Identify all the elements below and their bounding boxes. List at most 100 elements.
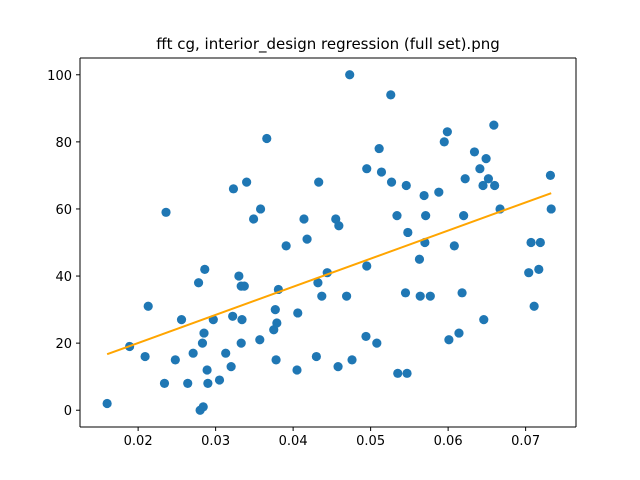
data-point (434, 187, 444, 197)
data-point (183, 378, 193, 388)
data-point (255, 204, 266, 214)
x-axis-ticks: 0.02 0.03 0.04 0.05 0.06 0.07 (124, 427, 540, 449)
x-tick-label: 0.07 (511, 434, 540, 449)
data-point (292, 365, 302, 375)
data-point (489, 120, 499, 130)
data-point (333, 362, 343, 372)
data-point (449, 241, 459, 251)
data-point (481, 154, 491, 164)
data-point (272, 318, 282, 328)
data-point (228, 184, 239, 194)
data-point (228, 311, 238, 321)
regression-line (106, 192, 552, 356)
data-point (347, 355, 357, 365)
data-point (293, 308, 303, 318)
data-point (402, 368, 412, 378)
data-point (313, 278, 323, 288)
data-point (102, 398, 112, 409)
data-point (317, 291, 327, 301)
data-point (524, 268, 534, 278)
data-point (345, 70, 355, 80)
data-point (546, 204, 556, 214)
x-tick-label: 0.06 (434, 434, 463, 449)
data-point (202, 365, 212, 375)
y-tick-label: 0 (64, 404, 72, 419)
data-point (200, 264, 210, 274)
data-point (226, 362, 236, 372)
data-point (203, 378, 213, 388)
data-point (193, 278, 204, 288)
data-point (419, 190, 429, 201)
data-point (176, 315, 187, 325)
data-point (401, 180, 411, 191)
data-point (237, 315, 247, 325)
data-point (362, 261, 372, 271)
data-point (159, 378, 170, 388)
data-point (459, 211, 469, 221)
data-point (334, 221, 344, 231)
data-point (425, 291, 435, 301)
data-point (249, 214, 259, 224)
data-point (454, 328, 464, 338)
data-point (442, 127, 452, 137)
data-point (143, 301, 153, 311)
data-point (239, 281, 249, 291)
data-point (361, 331, 371, 342)
data-point (479, 315, 489, 325)
y-axis-ticks: 0 20 40 60 80 100 (47, 69, 80, 419)
data-point (392, 211, 402, 221)
y-tick-label: 80 (55, 136, 72, 151)
data-point (299, 214, 309, 224)
data-point (342, 291, 352, 301)
data-point (314, 177, 324, 187)
data-point (415, 291, 425, 301)
data-point (372, 338, 382, 348)
data-point (197, 338, 208, 348)
y-tick-label: 20 (55, 337, 72, 352)
data-point (393, 368, 403, 378)
x-tick-label: 0.02 (124, 434, 153, 449)
y-tick-label: 100 (47, 69, 72, 84)
data-point (374, 143, 384, 154)
axes (79, 57, 577, 428)
data-point (400, 288, 411, 298)
data-point (170, 355, 180, 365)
y-tick-label: 40 (55, 270, 72, 285)
data-point (242, 177, 252, 187)
data-point (311, 351, 321, 362)
data-point (478, 180, 488, 191)
data-point (545, 170, 556, 181)
data-point (221, 348, 231, 358)
data-point (421, 211, 431, 221)
x-tick-label: 0.05 (356, 434, 385, 449)
data-point (236, 338, 246, 348)
data-point (161, 207, 171, 217)
data-point (198, 402, 208, 412)
data-point (386, 90, 396, 100)
regression-line-layer (106, 192, 552, 356)
plot-area (80, 58, 576, 427)
data-point (199, 328, 209, 338)
data-point (439, 137, 449, 147)
data-point (534, 264, 544, 274)
data-point (255, 335, 265, 345)
data-point (271, 355, 281, 365)
data-point (483, 174, 494, 184)
data-point (302, 234, 312, 244)
data-point (281, 241, 291, 251)
data-point (140, 351, 150, 362)
x-tick-label: 0.03 (201, 434, 230, 449)
data-point (262, 133, 272, 144)
data-point (234, 271, 244, 281)
data-point (214, 375, 225, 385)
scatter-points (102, 70, 556, 415)
data-point (526, 237, 536, 248)
data-point (376, 167, 387, 177)
chart-title: fft cg, interior_design regression (full… (156, 35, 500, 54)
data-point (535, 237, 545, 248)
data-point (403, 227, 413, 238)
data-point (386, 177, 397, 187)
x-tick-label: 0.04 (279, 434, 308, 449)
data-point (270, 304, 280, 315)
